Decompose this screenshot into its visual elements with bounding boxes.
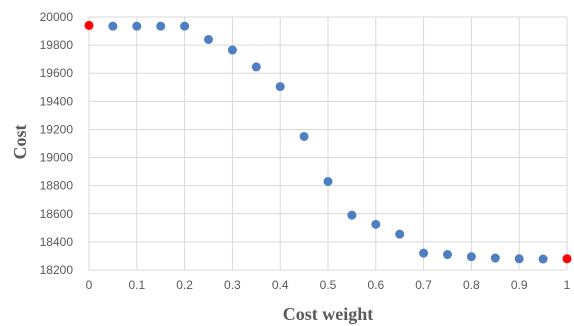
data-point bbox=[371, 219, 381, 229]
x-tick-label: 0.3 bbox=[224, 278, 241, 292]
y-tick-label: 20000 bbox=[40, 10, 74, 24]
data-point bbox=[538, 254, 548, 264]
x-axis-title: Cost weight bbox=[283, 304, 374, 324]
data-point bbox=[84, 20, 94, 30]
y-tick-label: 19200 bbox=[40, 122, 74, 136]
x-tick-label: 1 bbox=[564, 278, 571, 292]
tick-labels: 0 0.1 0.2 0.3 0.4 0.5 0.6 0.7 0.8 0.9 1 18200 18400 1… bbox=[40, 10, 571, 292]
data-point bbox=[395, 229, 405, 239]
y-tick-label: 18600 bbox=[40, 207, 74, 221]
data-point bbox=[347, 210, 357, 220]
y-tick-label: 19400 bbox=[40, 94, 74, 108]
y-tick-label: 18200 bbox=[40, 263, 74, 277]
data-point bbox=[419, 248, 429, 258]
x-tick-label: 0.5 bbox=[320, 278, 337, 292]
x-tick-label: 0.4 bbox=[272, 278, 289, 292]
x-tick-label: 0.8 bbox=[463, 278, 480, 292]
x-tick-label: 0.6 bbox=[367, 278, 384, 292]
data-point bbox=[443, 250, 452, 260]
x-tick-label: 0.7 bbox=[415, 278, 432, 292]
data-point bbox=[466, 252, 476, 262]
data-point bbox=[323, 176, 333, 186]
data-point bbox=[156, 21, 166, 31]
y-tick-label: 18800 bbox=[40, 179, 74, 193]
x-tick-label: 0.1 bbox=[128, 278, 145, 292]
data-point bbox=[132, 21, 142, 31]
y-tick-label: 19000 bbox=[40, 151, 74, 165]
data-point bbox=[251, 62, 261, 72]
data-point bbox=[204, 34, 213, 44]
y-axis-title: Cost bbox=[10, 124, 30, 159]
data-point bbox=[227, 45, 237, 55]
y-tick-label: 18400 bbox=[40, 235, 74, 249]
y-tick-label: 19800 bbox=[40, 38, 74, 52]
data-point bbox=[275, 82, 285, 92]
x-tick-label: 0 bbox=[86, 278, 93, 292]
data-point bbox=[299, 131, 309, 141]
grid-lines bbox=[88, 16, 568, 271]
x-tick-label: 0.2 bbox=[176, 278, 193, 292]
data-point bbox=[108, 21, 118, 31]
y-tick-label: 19600 bbox=[40, 66, 74, 80]
data-point bbox=[562, 254, 572, 264]
data-point bbox=[514, 254, 524, 264]
data-point bbox=[180, 21, 190, 31]
data-points bbox=[84, 20, 572, 264]
data-point bbox=[490, 253, 500, 263]
x-tick-label: 0.9 bbox=[511, 278, 528, 292]
